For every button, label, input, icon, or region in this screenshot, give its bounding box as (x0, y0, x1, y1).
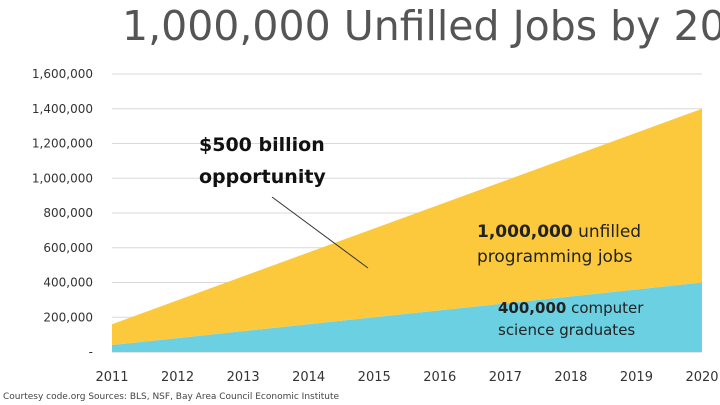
y-axis-ticks: 1,600,000 1,400,000 1,200,000 1,000,000 800,… (32, 67, 93, 359)
series-area-0 (112, 282, 702, 352)
annotation-grads-line1: 400,000 computer (498, 299, 644, 317)
annotation-jobs-line2: programming jobs (477, 247, 633, 267)
annotation-jobs-rest: unfilled (573, 222, 641, 242)
annotation-grads-bold: 400,000 (498, 299, 566, 317)
annotation-pointer-line (271, 196, 369, 269)
x-tick-label: 2014 (292, 370, 325, 385)
footnote: Courtesy code.org Sources: BLS, NSF, Bay… (3, 392, 340, 402)
y-tick-label: 1,000,000 (32, 171, 93, 185)
x-tick-label: 2011 (95, 370, 128, 385)
y-tick-label: 1,600,000 (32, 67, 93, 81)
annotation-grads-line2: science graduates (498, 321, 635, 339)
y-tick-label: 600,000 (43, 241, 93, 255)
x-tick-label: 2018 (554, 370, 587, 385)
annotation-opportunity-line2: opportunity (199, 166, 326, 188)
x-tick-label: 2017 (489, 370, 522, 385)
area-layer (112, 108, 702, 352)
y-tick-label: 1,400,000 (32, 102, 93, 116)
annotation-jobs-line1: 1,000,000 unfilled (477, 222, 641, 242)
y-tick-label: 200,000 (43, 310, 93, 324)
y-tick-label: 1,200,000 (32, 137, 93, 151)
y-tick-label: 800,000 (43, 206, 93, 220)
series-area-1 (112, 108, 702, 346)
annotation-grads-rest: computer (566, 299, 644, 317)
x-tick-label: 2012 (161, 370, 194, 385)
x-tick-label: 2019 (620, 370, 653, 385)
y-tick-label: 400,000 (43, 276, 93, 290)
y-tick-label: - (89, 345, 93, 359)
x-tick-label: 2013 (227, 370, 260, 385)
chart-title: 1,000,000 Unfilled Jobs by 2020 (122, 2, 720, 50)
x-tick-label: 2015 (358, 370, 391, 385)
annotation-jobs-bold: 1,000,000 (477, 222, 573, 242)
x-axis-ticks: 2011 2012 2013 2014 2015 2016 2017 2018 2019 2020 (95, 370, 718, 385)
annotation-opportunity-line1: $500 billion (199, 134, 325, 156)
x-tick-label: 2020 (685, 370, 718, 385)
x-tick-label: 2016 (423, 370, 456, 385)
